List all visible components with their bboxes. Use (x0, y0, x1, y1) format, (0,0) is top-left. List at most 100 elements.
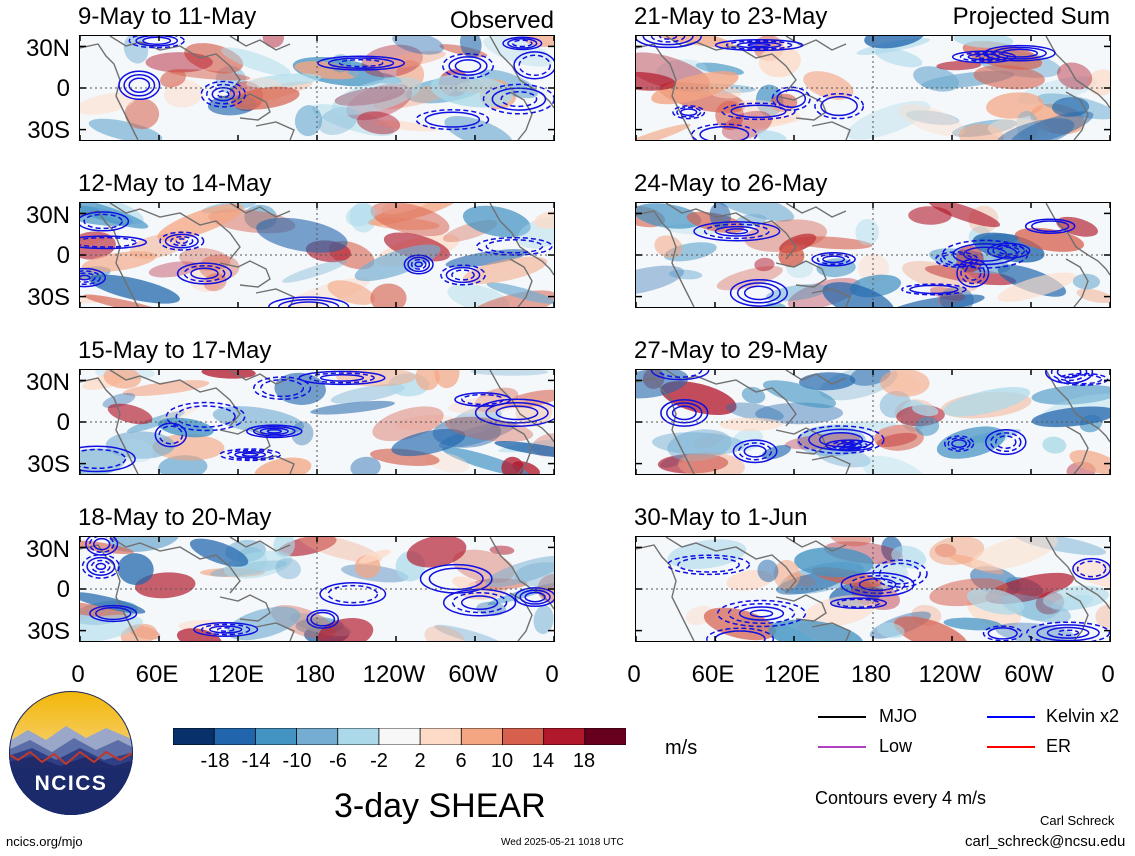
shear-field-blob (876, 622, 905, 639)
author-email[interactable]: carl_schreck@ncsu.edu (965, 833, 1126, 850)
coastline (509, 258, 533, 307)
lon-label: 180 (850, 661, 892, 688)
shear-field-blob (231, 86, 300, 110)
coastline (255, 622, 295, 641)
kelvin-contour (964, 265, 982, 281)
kelvin-contour (319, 373, 365, 382)
shear-field-blob (928, 203, 1001, 228)
kelvin-contour (219, 448, 282, 462)
shear-field-blob (105, 431, 175, 459)
kelvin-contour (176, 262, 233, 285)
kelvin-contour (992, 46, 1047, 60)
shear-field-blob (445, 249, 529, 268)
kelvin-contour (1001, 48, 1039, 58)
shear-field-blob (757, 559, 779, 583)
shear-field-blob (88, 274, 180, 304)
kelvin-contour (209, 625, 243, 634)
kelvin-contour (175, 405, 236, 428)
shear-field-blob (667, 539, 747, 569)
coastline (109, 36, 241, 93)
site-link[interactable]: ncics.org/mjo (6, 834, 83, 849)
legend-low-label: Low (879, 736, 913, 756)
kelvin-contour (80, 267, 107, 288)
kelvin-contour (424, 111, 481, 128)
kelvin-contour (1050, 370, 1088, 382)
kelvin-contour (85, 537, 119, 556)
colorbar-tick-label: -18 (200, 750, 230, 772)
kelvin-contour (830, 597, 887, 610)
coastline (811, 121, 851, 140)
coastline (636, 377, 695, 474)
shear-field-blob (452, 576, 477, 590)
shear-field-blob (864, 36, 926, 49)
shear-field-blob (226, 606, 301, 641)
kelvin-contour (879, 562, 921, 585)
kelvin-contour (80, 211, 130, 232)
kelvin-contour (650, 36, 686, 43)
shear-field-blob (350, 456, 381, 474)
shear-field-blob (816, 258, 856, 278)
kelvin-contour (985, 429, 1027, 456)
shear-field-blob (936, 60, 982, 71)
coastline (255, 121, 295, 140)
panel-title-2: 12-May to 14-May (78, 170, 272, 197)
kelvin-contour (837, 442, 863, 449)
coastline (509, 592, 533, 641)
lon-label: 60W (1004, 661, 1054, 688)
shear-field-blob (533, 210, 554, 229)
shear-field-blob (640, 36, 734, 48)
shear-field-blob (189, 538, 249, 567)
kelvin-contour (1072, 557, 1110, 580)
kelvin-contour (672, 105, 706, 120)
shear-field-blob (479, 69, 538, 99)
panel-title-4: 18-May to 20-May (78, 504, 272, 531)
lon-label: 120W (362, 661, 426, 688)
shear-field-blob (1056, 62, 1093, 90)
kelvin-contour (725, 228, 749, 235)
map-panel (635, 536, 1111, 642)
shear-field-blob (370, 283, 407, 307)
kelvin-contour (259, 427, 289, 436)
lon-label: 120E (207, 661, 265, 688)
kelvin-contour (1076, 560, 1107, 578)
shear-field-blob (703, 607, 776, 641)
colorbar-box (337, 727, 380, 746)
shear-field-blob (906, 110, 960, 126)
kelvin-contour (159, 231, 205, 251)
legend-er-line (987, 746, 1035, 748)
colorbar-box (213, 727, 257, 746)
shear-field-blob (822, 282, 895, 307)
kelvin-contour (128, 77, 151, 94)
shear-field-blob (356, 111, 401, 135)
kelvin-contour (216, 627, 235, 632)
shear-field-blob (81, 251, 157, 272)
kelvin-contour (80, 445, 136, 473)
coastline (1065, 91, 1089, 140)
kelvin-contour (831, 440, 869, 451)
shear-field-blob (768, 619, 864, 641)
colorbar-tick-label: 14 (531, 750, 555, 772)
shear-field-blob (145, 52, 213, 73)
shear-field-blob (943, 387, 1031, 417)
lat-label-30n: 30N (25, 35, 70, 62)
kelvin-contour (676, 106, 702, 118)
kelvin-contour (165, 401, 246, 432)
kelvin-contour (982, 625, 1023, 641)
kelvin-contour (747, 43, 771, 48)
coastline (509, 425, 533, 474)
kelvin-contour (482, 83, 554, 115)
kelvin-contour (858, 577, 897, 592)
shear-field-blob (501, 456, 524, 474)
kelvin-contour (206, 83, 241, 105)
lat-label-30s: 30S (27, 451, 70, 478)
colorbar-box (543, 727, 586, 746)
coastline (636, 210, 695, 307)
shear-field-blob (913, 66, 960, 92)
shear-field-blob (294, 105, 323, 137)
shear-field-blob (997, 272, 1076, 302)
coastline (775, 594, 827, 622)
shear-field-blob (784, 433, 861, 450)
kelvin-contour (246, 424, 303, 439)
shear-field-blob (80, 600, 129, 619)
kelvin-contour (716, 599, 807, 628)
